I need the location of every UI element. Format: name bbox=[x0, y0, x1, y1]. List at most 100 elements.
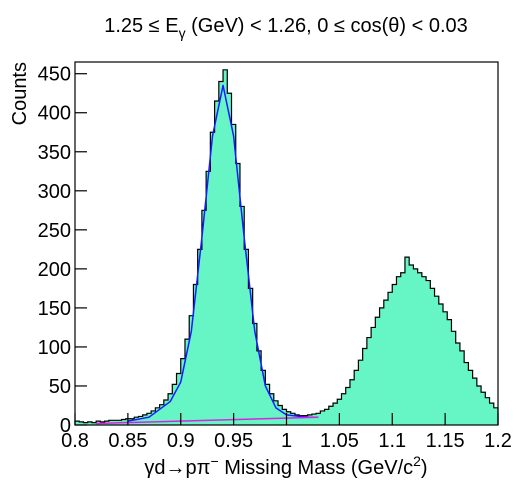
x-tick-label: 1.05 bbox=[320, 430, 359, 452]
histogram-bar bbox=[345, 387, 351, 425]
histogram-bar bbox=[493, 407, 499, 425]
title-part: (GeV) < 1.26, 0 ≤ cos(θ) < 0.03 bbox=[186, 15, 468, 37]
histogram-bar bbox=[193, 284, 198, 425]
histogram-bar bbox=[265, 384, 270, 425]
x-tick-label: 1.1 bbox=[378, 430, 406, 452]
histogram-bar bbox=[79, 421, 84, 425]
histogram-bar bbox=[375, 317, 380, 425]
histogram-bar bbox=[227, 93, 232, 426]
histogram-bar bbox=[197, 249, 203, 425]
histogram-bar bbox=[392, 284, 397, 425]
x-tick-label: 1.15 bbox=[426, 430, 465, 452]
histogram-bar bbox=[256, 350, 262, 425]
y-tick-label: 50 bbox=[49, 376, 71, 398]
histogram-bar bbox=[443, 311, 448, 425]
y-tick-label: 350 bbox=[38, 142, 71, 164]
x-tick-label: 0.8 bbox=[61, 430, 89, 452]
histogram-bar bbox=[349, 379, 355, 425]
histogram-bar bbox=[409, 264, 414, 425]
y-tick-label: 300 bbox=[38, 181, 71, 203]
histogram-bar bbox=[400, 272, 406, 425]
histogram-bar bbox=[464, 362, 469, 425]
fit-curve bbox=[96, 416, 319, 425]
title-subscript: γ bbox=[179, 25, 186, 41]
fit-curve bbox=[127, 84, 319, 422]
title-part: 1.25 ≤ E bbox=[104, 15, 178, 37]
histogram-bar bbox=[231, 124, 237, 426]
histogram-bar bbox=[455, 343, 461, 425]
x-tick-label: 1 bbox=[281, 430, 292, 452]
histogram-bar bbox=[223, 69, 228, 425]
y-tick-label: 450 bbox=[38, 64, 71, 86]
histogram-bar bbox=[417, 272, 423, 425]
histogram-bar bbox=[341, 393, 347, 425]
y-axis-label: Counts bbox=[9, 62, 31, 125]
histogram-bar bbox=[485, 397, 490, 425]
histogram-bar bbox=[388, 292, 393, 425]
chart-title: 1.25 ≤ Eγ (GeV) < 1.26, 0 ≤ cos(θ) < 0.0… bbox=[104, 15, 468, 41]
histogram-bar bbox=[476, 385, 482, 425]
histogram-bar bbox=[404, 257, 410, 425]
y-tick-label: 150 bbox=[38, 298, 71, 320]
histogram-bar bbox=[371, 327, 376, 425]
histogram-bar bbox=[151, 410, 156, 425]
histogram-bar bbox=[261, 370, 266, 425]
histogram-bar bbox=[218, 81, 224, 426]
histogram-bar bbox=[83, 422, 88, 425]
histogram-bar bbox=[91, 422, 97, 425]
histogram-bar bbox=[235, 163, 241, 425]
histogram-bar bbox=[307, 414, 313, 425]
histogram-bar bbox=[172, 384, 177, 425]
histogram-bar bbox=[201, 210, 207, 425]
histogram-bar bbox=[434, 296, 440, 425]
y-tick-label: 400 bbox=[38, 103, 71, 125]
histogram-bar bbox=[252, 323, 258, 425]
histogram-bar bbox=[421, 276, 427, 425]
x-tick-label: 0.9 bbox=[167, 430, 195, 452]
histogram-bar bbox=[358, 360, 363, 425]
histogram-bar bbox=[366, 337, 372, 425]
histogram-bar bbox=[438, 304, 444, 425]
xlabel-part: Missing Mass (GeV/c bbox=[219, 457, 413, 479]
histogram-bar bbox=[426, 280, 431, 425]
histogram-bar bbox=[278, 405, 283, 425]
y-tick-label: 200 bbox=[38, 259, 71, 281]
histogram-bar bbox=[168, 393, 173, 425]
histogram-bar bbox=[413, 268, 418, 425]
histogram-bar bbox=[155, 407, 160, 425]
histogram-bar bbox=[189, 315, 194, 425]
histogram-bar bbox=[210, 132, 215, 426]
histogram-bar bbox=[206, 171, 211, 425]
histogram-bar bbox=[184, 339, 190, 425]
xlabel-part: ) bbox=[421, 457, 428, 479]
histogram-bar bbox=[459, 350, 465, 425]
histogram-bar bbox=[324, 409, 330, 425]
x-tick-label: 1.2 bbox=[484, 430, 512, 452]
histogram-bar bbox=[328, 406, 334, 425]
histogram-bar bbox=[146, 413, 152, 425]
histogram-bar bbox=[244, 249, 249, 425]
histogram-bar bbox=[299, 415, 304, 425]
histogram-bar bbox=[383, 300, 389, 425]
x-tick-label: 0.85 bbox=[108, 430, 147, 452]
histogram-bar bbox=[214, 101, 220, 425]
histogram-bar bbox=[320, 410, 325, 425]
xlabel-part: γd→pπ bbox=[144, 457, 210, 479]
histogram-bar bbox=[176, 373, 182, 425]
histogram-bar bbox=[447, 319, 452, 425]
histogram-bar bbox=[362, 348, 368, 425]
histogram-bar bbox=[273, 400, 279, 425]
histogram-bar bbox=[282, 409, 287, 425]
histogram-bar bbox=[248, 288, 253, 425]
histogram-bar bbox=[239, 206, 245, 425]
histogram-bar bbox=[134, 417, 139, 425]
histogram-bar bbox=[481, 392, 486, 425]
histogram-bar bbox=[316, 413, 321, 425]
histogram-bar bbox=[294, 414, 300, 425]
histogram-bar bbox=[269, 393, 275, 425]
histogram-bar bbox=[379, 307, 385, 425]
histogram-bar bbox=[87, 421, 93, 425]
histogram-outline bbox=[74, 69, 499, 425]
histogram-bar bbox=[354, 370, 359, 425]
